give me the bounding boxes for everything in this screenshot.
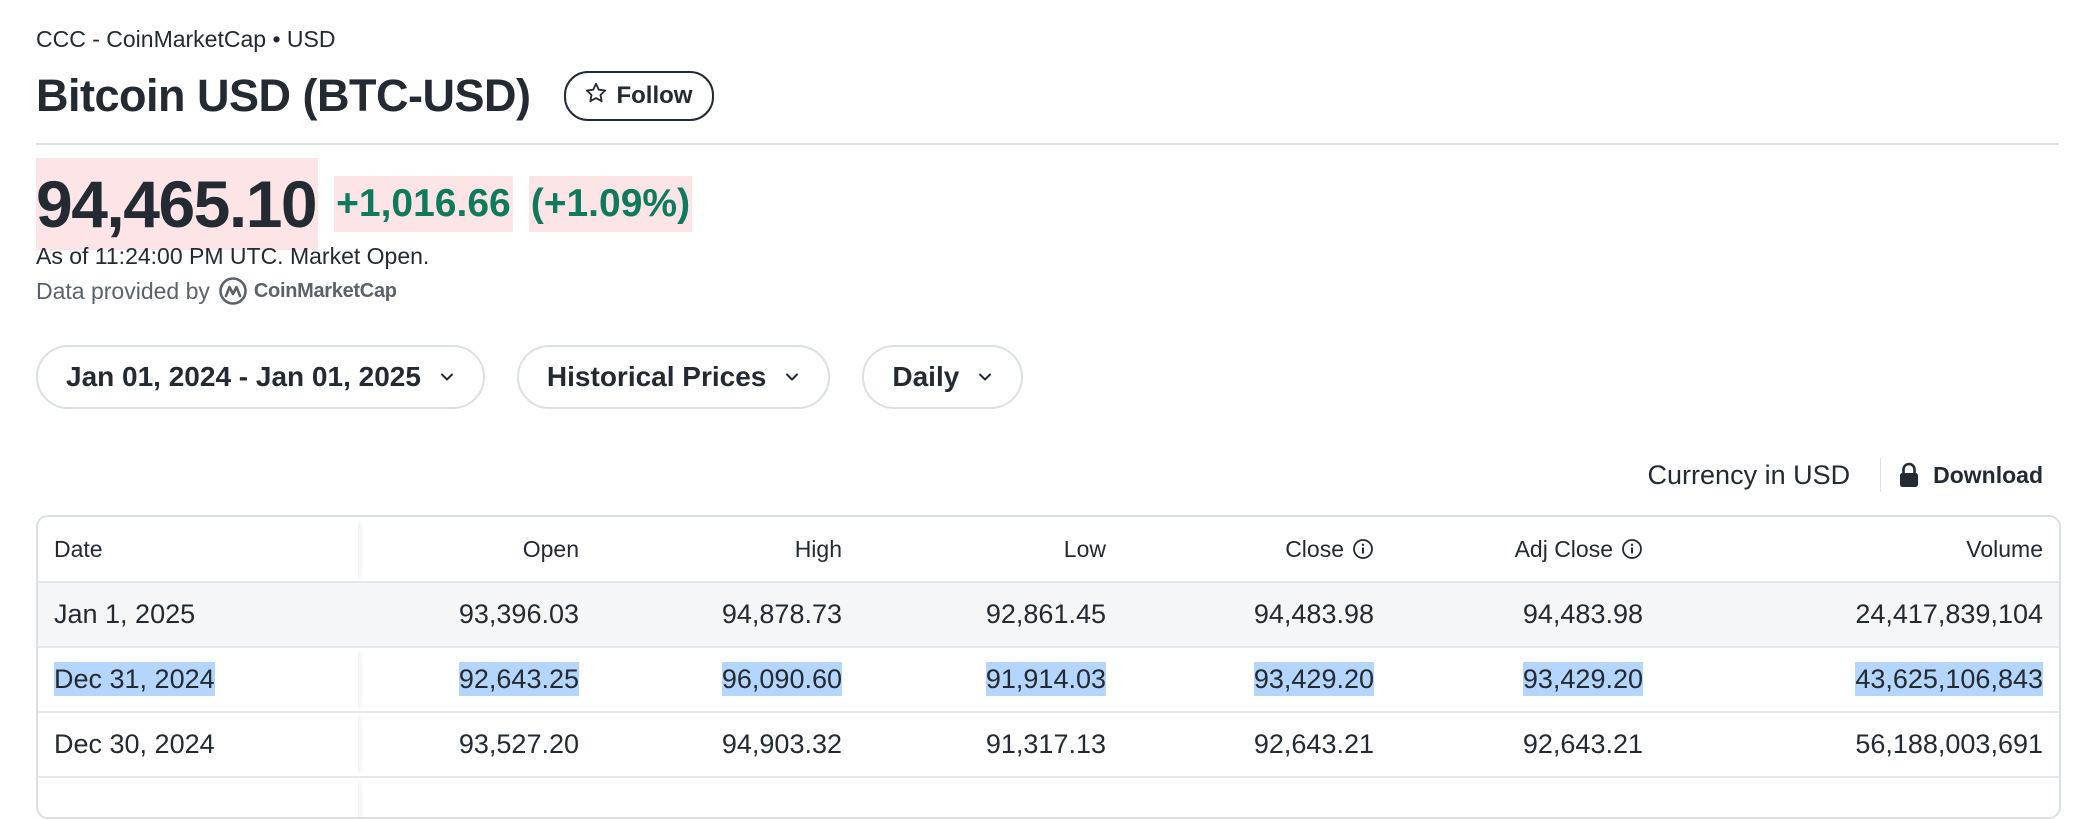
cell-adj-close — [1390, 776, 1659, 817]
cell-date: Dec 31, 2024 — [38, 646, 358, 712]
cell-high: 94,903.32 — [595, 711, 858, 777]
price-row: 94,465.10 +1,016.66 (+1.09%) — [36, 158, 693, 250]
cell-volume: 43,625,106,843 — [1659, 646, 2059, 712]
cell-open: 92,643.25 — [358, 646, 595, 712]
adj-close-header-label: Adj Close — [1514, 535, 1613, 562]
as-of-timestamp: As of 11:24:00 PM UTC. Market Open. — [36, 243, 430, 269]
data-type-label: Historical Prices — [546, 361, 767, 392]
title-row: Bitcoin USD (BTC-USD) Follow — [36, 70, 715, 122]
frequency-label: Daily — [892, 361, 960, 392]
column-header-close[interactable]: Close — [1122, 517, 1390, 582]
table-tools: Currency in USD Download — [1648, 458, 2043, 492]
page-title: Bitcoin USD (BTC-USD) — [36, 70, 531, 121]
data-type-dropdown[interactable]: Historical Prices — [516, 345, 831, 409]
price-change-percent: (+1.09%) — [528, 176, 693, 232]
cell-volume: 56,188,003,691 — [1659, 711, 2059, 777]
selected-text: 93,429.20 — [1253, 662, 1374, 696]
info-icon[interactable] — [1352, 538, 1374, 560]
selected-text: Dec 31, 2024 — [54, 662, 215, 696]
chevron-down-icon — [979, 373, 992, 381]
selected-text: 91,914.03 — [985, 662, 1106, 696]
filter-bar: Jan 01, 2024 - Jan 01, 2025 Historical P… — [36, 345, 1024, 409]
table-header-row: Date Open High Low Close Adj Close Volum… — [38, 517, 2059, 582]
price-change: +1,016.66 — [334, 176, 513, 232]
header-divider — [36, 143, 2059, 145]
cell-volume: 24,417,839,104 — [1659, 581, 2059, 647]
cell-low: 91,317.13 — [858, 711, 1122, 777]
cell-date: Jan 1, 2025 — [38, 581, 358, 647]
table-row-selected: Dec 31, 2024 92,643.25 96,090.60 91,914.… — [38, 646, 2059, 712]
cell-close — [1122, 776, 1390, 817]
data-provider-line: Data provided by CoinMarketCap — [36, 276, 397, 306]
star-icon — [584, 81, 608, 112]
currency-label: Currency in USD — [1647, 459, 1851, 490]
tools-separator — [1880, 458, 1882, 492]
column-header-high[interactable]: High — [794, 535, 842, 562]
cell-open — [358, 776, 595, 817]
close-header-label: Close — [1285, 535, 1344, 562]
chevron-down-icon — [786, 373, 799, 381]
download-label: Download — [1933, 461, 2043, 488]
cell-date — [38, 776, 358, 817]
cell-high: 94,878.73 — [595, 581, 858, 647]
follow-button[interactable]: Follow — [564, 71, 715, 121]
table-row: Jan 1, 2025 93,396.03 94,878.73 92,861.4… — [38, 581, 2059, 647]
download-button[interactable]: Download — [1897, 462, 2043, 489]
selected-text: 93,429.20 — [1522, 662, 1643, 696]
date-range-dropdown[interactable]: Jan 01, 2024 - Jan 01, 2025 — [36, 345, 485, 409]
cell-low — [858, 776, 1122, 817]
cell-low: 91,914.03 — [858, 646, 1122, 712]
selected-text: 96,090.60 — [721, 662, 842, 696]
column-header-adj-close[interactable]: Adj Close — [1390, 517, 1659, 582]
frequency-dropdown[interactable]: Daily — [862, 345, 1024, 409]
cell-adj-close: 92,643.21 — [1390, 711, 1659, 777]
info-icon[interactable] — [1621, 538, 1643, 560]
provided-by-text: Data provided by — [36, 277, 210, 304]
table-row — [38, 776, 2059, 817]
cell-high — [595, 776, 858, 817]
cell-high: 96,090.60 — [595, 646, 858, 712]
exchange-line: CCC - CoinMarketCap • USD — [36, 26, 336, 52]
date-range-label: Jan 01, 2024 - Jan 01, 2025 — [66, 361, 421, 392]
cell-volume — [1659, 776, 2059, 817]
lock-icon — [1900, 462, 1919, 487]
historical-prices-table: Date Open High Low Close Adj Close Volum… — [36, 515, 2061, 819]
cell-adj-close: 94,483.98 — [1390, 581, 1659, 647]
column-header-date[interactable]: Date — [38, 517, 358, 582]
coinmarketcap-wordmark: CoinMarketCap — [253, 279, 397, 302]
selected-text: 92,643.25 — [458, 662, 579, 696]
cell-open: 93,527.20 — [358, 711, 595, 777]
cell-close: 92,643.21 — [1122, 711, 1390, 777]
selected-text: 43,625,106,843 — [1855, 662, 2043, 696]
cell-close: 93,429.20 — [1122, 646, 1390, 712]
follow-label: Follow — [616, 82, 693, 109]
coinmarketcap-logo[interactable]: CoinMarketCap — [218, 276, 397, 306]
coinmarketcap-icon — [219, 277, 247, 305]
column-header-low[interactable]: Low — [1063, 535, 1106, 562]
cell-date: Dec 30, 2024 — [38, 711, 358, 777]
chevron-down-icon — [440, 373, 453, 381]
current-price: 94,465.10 — [36, 158, 319, 250]
cell-close: 94,483.98 — [1122, 581, 1390, 647]
column-header-volume[interactable]: Volume — [1966, 535, 2043, 562]
cell-low: 92,861.45 — [858, 581, 1122, 647]
column-header-open[interactable]: Open — [522, 535, 579, 562]
cell-open: 93,396.03 — [358, 581, 595, 647]
cell-adj-close: 93,429.20 — [1390, 646, 1659, 712]
table-row: Dec 30, 2024 93,527.20 94,903.32 91,317.… — [38, 711, 2059, 777]
